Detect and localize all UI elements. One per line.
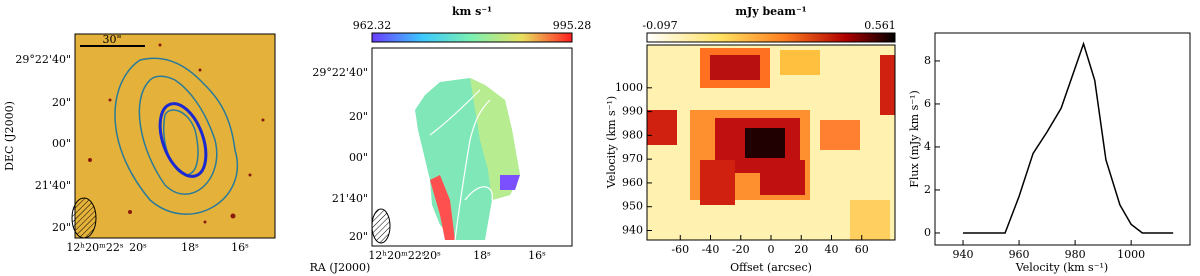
x-tick-label: 960: [1009, 248, 1030, 261]
colorbar: [371, 32, 573, 43]
pv-features: [647, 48, 895, 240]
panel-2: km s⁻¹ 962.32 995.28 RA (J2000): [310, 5, 592, 274]
y-label: Flux (mJy km s⁻¹): [908, 90, 921, 188]
x-tick-label: -40: [702, 243, 720, 256]
y-tick-label: 950: [622, 200, 643, 213]
axes-frame: [74, 33, 276, 239]
x-label: Offset (arcsec): [730, 261, 812, 274]
colorbar: [646, 32, 896, 43]
colorbar-min: 962.32: [353, 19, 392, 32]
velocity-region: [500, 175, 520, 190]
scale-label: 30": [102, 33, 121, 46]
y-tick-label: 980: [622, 128, 643, 141]
x-tick-label: 60: [855, 243, 869, 256]
y-tick-label: 00": [349, 151, 368, 164]
x-label: Velocity (km s⁻¹): [1015, 261, 1108, 274]
beam: [71, 197, 97, 239]
y-tick-label: 20": [52, 96, 71, 109]
y-tick-label: 4: [924, 140, 931, 153]
y-tick-label: 29°22'40": [312, 66, 368, 79]
colorbar-label: mJy beam⁻¹: [735, 5, 806, 18]
x-tick-label: 40: [824, 243, 838, 256]
y-tick-label: 8: [924, 54, 931, 67]
y-tick-label: 20": [52, 221, 71, 234]
axes-frame: [934, 32, 1191, 246]
x-tick-label: 18ˢ: [181, 241, 199, 254]
x-tick-label: 0: [768, 243, 775, 256]
x-tick-label: -60: [671, 243, 689, 256]
y-tick-label: 2: [924, 183, 931, 196]
axes-frame: [371, 47, 573, 247]
speckles: [88, 43, 265, 224]
y-tick-label: 1000: [615, 81, 643, 94]
flux-line: [963, 41, 1174, 234]
x-tick-label: 18ˢ: [473, 249, 491, 262]
x-tick-label: 980: [1065, 248, 1086, 261]
y-tick-label: 29°22'40": [15, 53, 71, 66]
y-tick-label: 20": [349, 110, 368, 123]
y-tick-label: 6: [924, 97, 931, 110]
x-tick-label: 1000: [1117, 248, 1145, 261]
x-tick-label: 12ʰ20ᵐ22ˢ: [66, 241, 123, 254]
x-tick-label: 12ʰ20ᵐ22ˢ: [368, 249, 425, 262]
y-tick-label: 00": [52, 137, 71, 150]
beam-ellipse: [158, 102, 208, 178]
y-tick-label: 940: [622, 223, 643, 236]
x-label: RA (J2000): [310, 261, 371, 274]
x-tick-label: 16ˢ: [231, 241, 249, 254]
y-tick-label: 960: [622, 176, 643, 189]
x-tick-label: -20: [732, 243, 750, 256]
y-label: Velocity (km s⁻¹): [605, 96, 618, 189]
beam: [371, 208, 391, 244]
velocity-region: [430, 175, 455, 240]
y-tick-label: 21'40": [35, 179, 71, 192]
panel-4: Velocity (km s⁻¹) Flux (mJy km s⁻¹): [908, 32, 1191, 274]
y-tick-label: 990: [622, 105, 643, 118]
y-tick-label: 970: [622, 152, 643, 165]
y-tick-label: 21'40": [332, 192, 368, 205]
colorbar-min: -0.097: [642, 19, 677, 32]
panel-1: 30" DEC (J2000): [3, 33, 276, 239]
x-tick-label: 20: [794, 243, 808, 256]
y-tick-label: 0: [924, 226, 931, 239]
contours: [429, 89, 493, 241]
y-tick-label: 20": [349, 230, 368, 243]
colorbar-max: 995.28: [553, 19, 592, 32]
x-tick-label: 20ˢ: [129, 241, 147, 254]
x-tick-label: 940: [953, 248, 974, 261]
colorbar-label: km s⁻¹: [452, 5, 492, 18]
y-label: DEC (J2000): [3, 101, 16, 171]
panel-3: mJy beam⁻¹ -0.097 0.561 Offset (arcsec) …: [605, 5, 896, 274]
x-tick-label: 20ˢ: [423, 249, 441, 262]
x-tick-label: 16ˢ: [528, 249, 546, 262]
optical-image: [75, 34, 275, 238]
colorbar-max: 0.561: [864, 19, 896, 32]
